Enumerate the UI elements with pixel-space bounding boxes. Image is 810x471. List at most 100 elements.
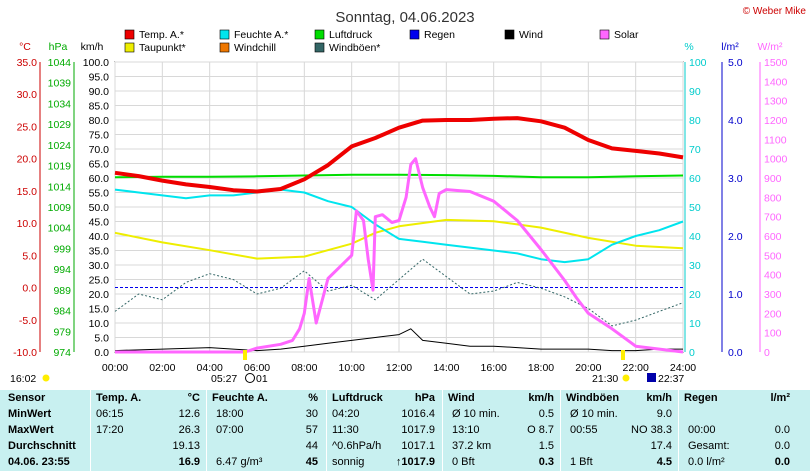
solar-tick-label: 1000: [764, 154, 788, 166]
pressure-value: 1016.4: [401, 408, 435, 420]
header-pressure-unit: hPa: [414, 392, 435, 404]
header-temp-unit: °C: [187, 392, 200, 404]
pressure-tick-label: 994: [53, 264, 71, 276]
time-info: 16:02 05:27 01 21:30 22:37: [10, 350, 684, 385]
wind-tick-label: 70.0: [89, 144, 110, 156]
temp-value: 12.6: [178, 408, 200, 420]
time-tick-label: 12:00: [386, 362, 412, 374]
wind-value: 0.3: [538, 456, 554, 468]
rain-unit: l/m²: [721, 41, 739, 53]
wind-desc: Ø 10 min.: [452, 408, 500, 420]
solar-tick-label: 1300: [764, 96, 788, 108]
time-tick-label: 04:00: [197, 362, 223, 374]
table-separator: [326, 390, 327, 471]
humidity-tick-label: 50: [689, 202, 701, 214]
series-windböen: [114, 258, 684, 327]
solar-tick-label: 500: [764, 250, 782, 262]
legend-swatch: [124, 42, 135, 53]
solar-tick-label: 1200: [764, 115, 788, 127]
time-tick-label: 10:00: [339, 362, 365, 374]
header-pressure: Luftdruck: [332, 392, 383, 404]
wind-value: 1.5: [538, 440, 554, 452]
moonrise-time: 22:37: [658, 373, 684, 385]
wind-tick-label: 25.0: [89, 275, 110, 287]
axis-units: °C hPa km/h% l/m² W/m²: [19, 41, 783, 53]
humidity-tick-label: 80: [689, 115, 701, 127]
temp-tick-label: 15.0: [17, 186, 38, 198]
wind-tick-label: 30.0: [89, 260, 110, 272]
sunset-icon: [622, 374, 630, 382]
wind-desc: 0 Bft: [452, 456, 475, 468]
solar-tick-label: 1100: [764, 134, 787, 146]
series-luftdruck: [114, 173, 684, 179]
solar-tick-label: 700: [764, 212, 782, 224]
sun-icon: [42, 374, 50, 382]
temp-tick-label: 30.0: [17, 89, 38, 101]
header-rain: Regen: [684, 392, 718, 404]
solar-tick-label: 300: [764, 289, 782, 301]
credit-label: © Weber Mike: [743, 6, 807, 17]
pressure-time: ^0.6hPa/h: [332, 440, 382, 452]
current-time: 16:02: [10, 373, 36, 385]
time-tick-label: 02:00: [149, 362, 175, 374]
humidity-tick-label: 70: [689, 144, 701, 156]
table-separator: [678, 390, 679, 471]
solar-tick-label: 0: [764, 347, 770, 359]
time-tick-label: 18:00: [528, 362, 554, 374]
pressure-time: 11:30: [332, 424, 359, 436]
header-sensor: Sensor: [8, 392, 46, 404]
time-tick-label: 16:00: [481, 362, 507, 374]
humidity-tick-label: 30: [689, 260, 701, 272]
pressure-value: 1017.9: [401, 424, 435, 436]
temp-tick-label: -10.0: [13, 347, 37, 359]
table-row: MaxWert 17:20 26.3 07:00 57 11:30 1017.9 13:10 O…: [0, 422, 810, 438]
legend-label: Temp. A.*: [139, 29, 184, 41]
temp-unit: °C: [19, 41, 31, 53]
header-humidity-unit: %: [308, 392, 318, 404]
wind-desc: 13:10: [452, 424, 480, 436]
solar-tick-label: 900: [764, 173, 782, 185]
table-row: 04.06. 23:55 16.9 6.47 g/m³ 45 sonnig ↑1017.9…: [0, 454, 810, 470]
humidity-tick-label: 100: [689, 57, 707, 69]
humidity-tick-label: 0: [689, 347, 695, 359]
legend-swatch: [409, 29, 420, 40]
humidity-time: 07:00: [216, 424, 244, 436]
pressure-tick-label: 1019: [48, 161, 72, 173]
summary-table: Sensor Temp. A. °C Feuchte A.% Luftdruck hPa W…: [0, 390, 810, 471]
solar-tick-label: 200: [764, 308, 782, 320]
axes: 35.0 30.0 25.0 20.0 15.0 10.0 5.0 0.0 -5.0 -10.0 1…: [13, 57, 787, 374]
rain-value: 0.0: [774, 456, 790, 468]
humidity-tick-label: 10: [689, 318, 701, 330]
sunset-marker: [621, 350, 625, 360]
wind-unit: km/h: [81, 41, 104, 53]
wind-tick-label: 95.0: [89, 72, 110, 84]
gusts-value: 9.0: [656, 408, 672, 420]
header-temp: Temp. A.: [96, 392, 142, 404]
wind-value: O 8.7: [527, 424, 554, 436]
humidity-value: 57: [305, 424, 318, 436]
temp-tick-label: 25.0: [17, 121, 38, 133]
legend-label: Luftdruck: [329, 29, 373, 41]
row-label: Durchschnitt: [8, 440, 76, 452]
weather-chart: Sonntag, 04.06.2023 © Weber Mike Temp. A…: [10, 6, 807, 385]
legend-label: Feuchte A.*: [234, 29, 288, 41]
solar-tick-label: 400: [764, 270, 782, 282]
gusts-desc: 1 Bft: [570, 456, 593, 468]
humidity-value: 45: [305, 456, 318, 468]
pressure-tick-label: 1024: [48, 140, 72, 152]
solar-tick-label: 1400: [764, 76, 788, 88]
rain-desc: 00:00: [688, 424, 716, 436]
humidity-unit: %: [684, 41, 693, 53]
rain-value: 0.0: [774, 424, 790, 436]
series-temp-a: [114, 116, 684, 194]
pressure-tick-label: 1044: [48, 57, 72, 69]
row-label: MaxWert: [8, 424, 54, 436]
humidity-value: 30: [305, 408, 318, 420]
gusts-desc: 00:55: [570, 424, 598, 436]
legend-swatch: [314, 29, 325, 40]
sunrise-time: 05:27: [211, 373, 237, 385]
time-tick-label: 24:00: [670, 362, 696, 374]
series: [114, 116, 684, 354]
gusts-value: 17.4: [650, 440, 672, 452]
chart-title: Sonntag, 04.06.2023: [335, 9, 474, 26]
